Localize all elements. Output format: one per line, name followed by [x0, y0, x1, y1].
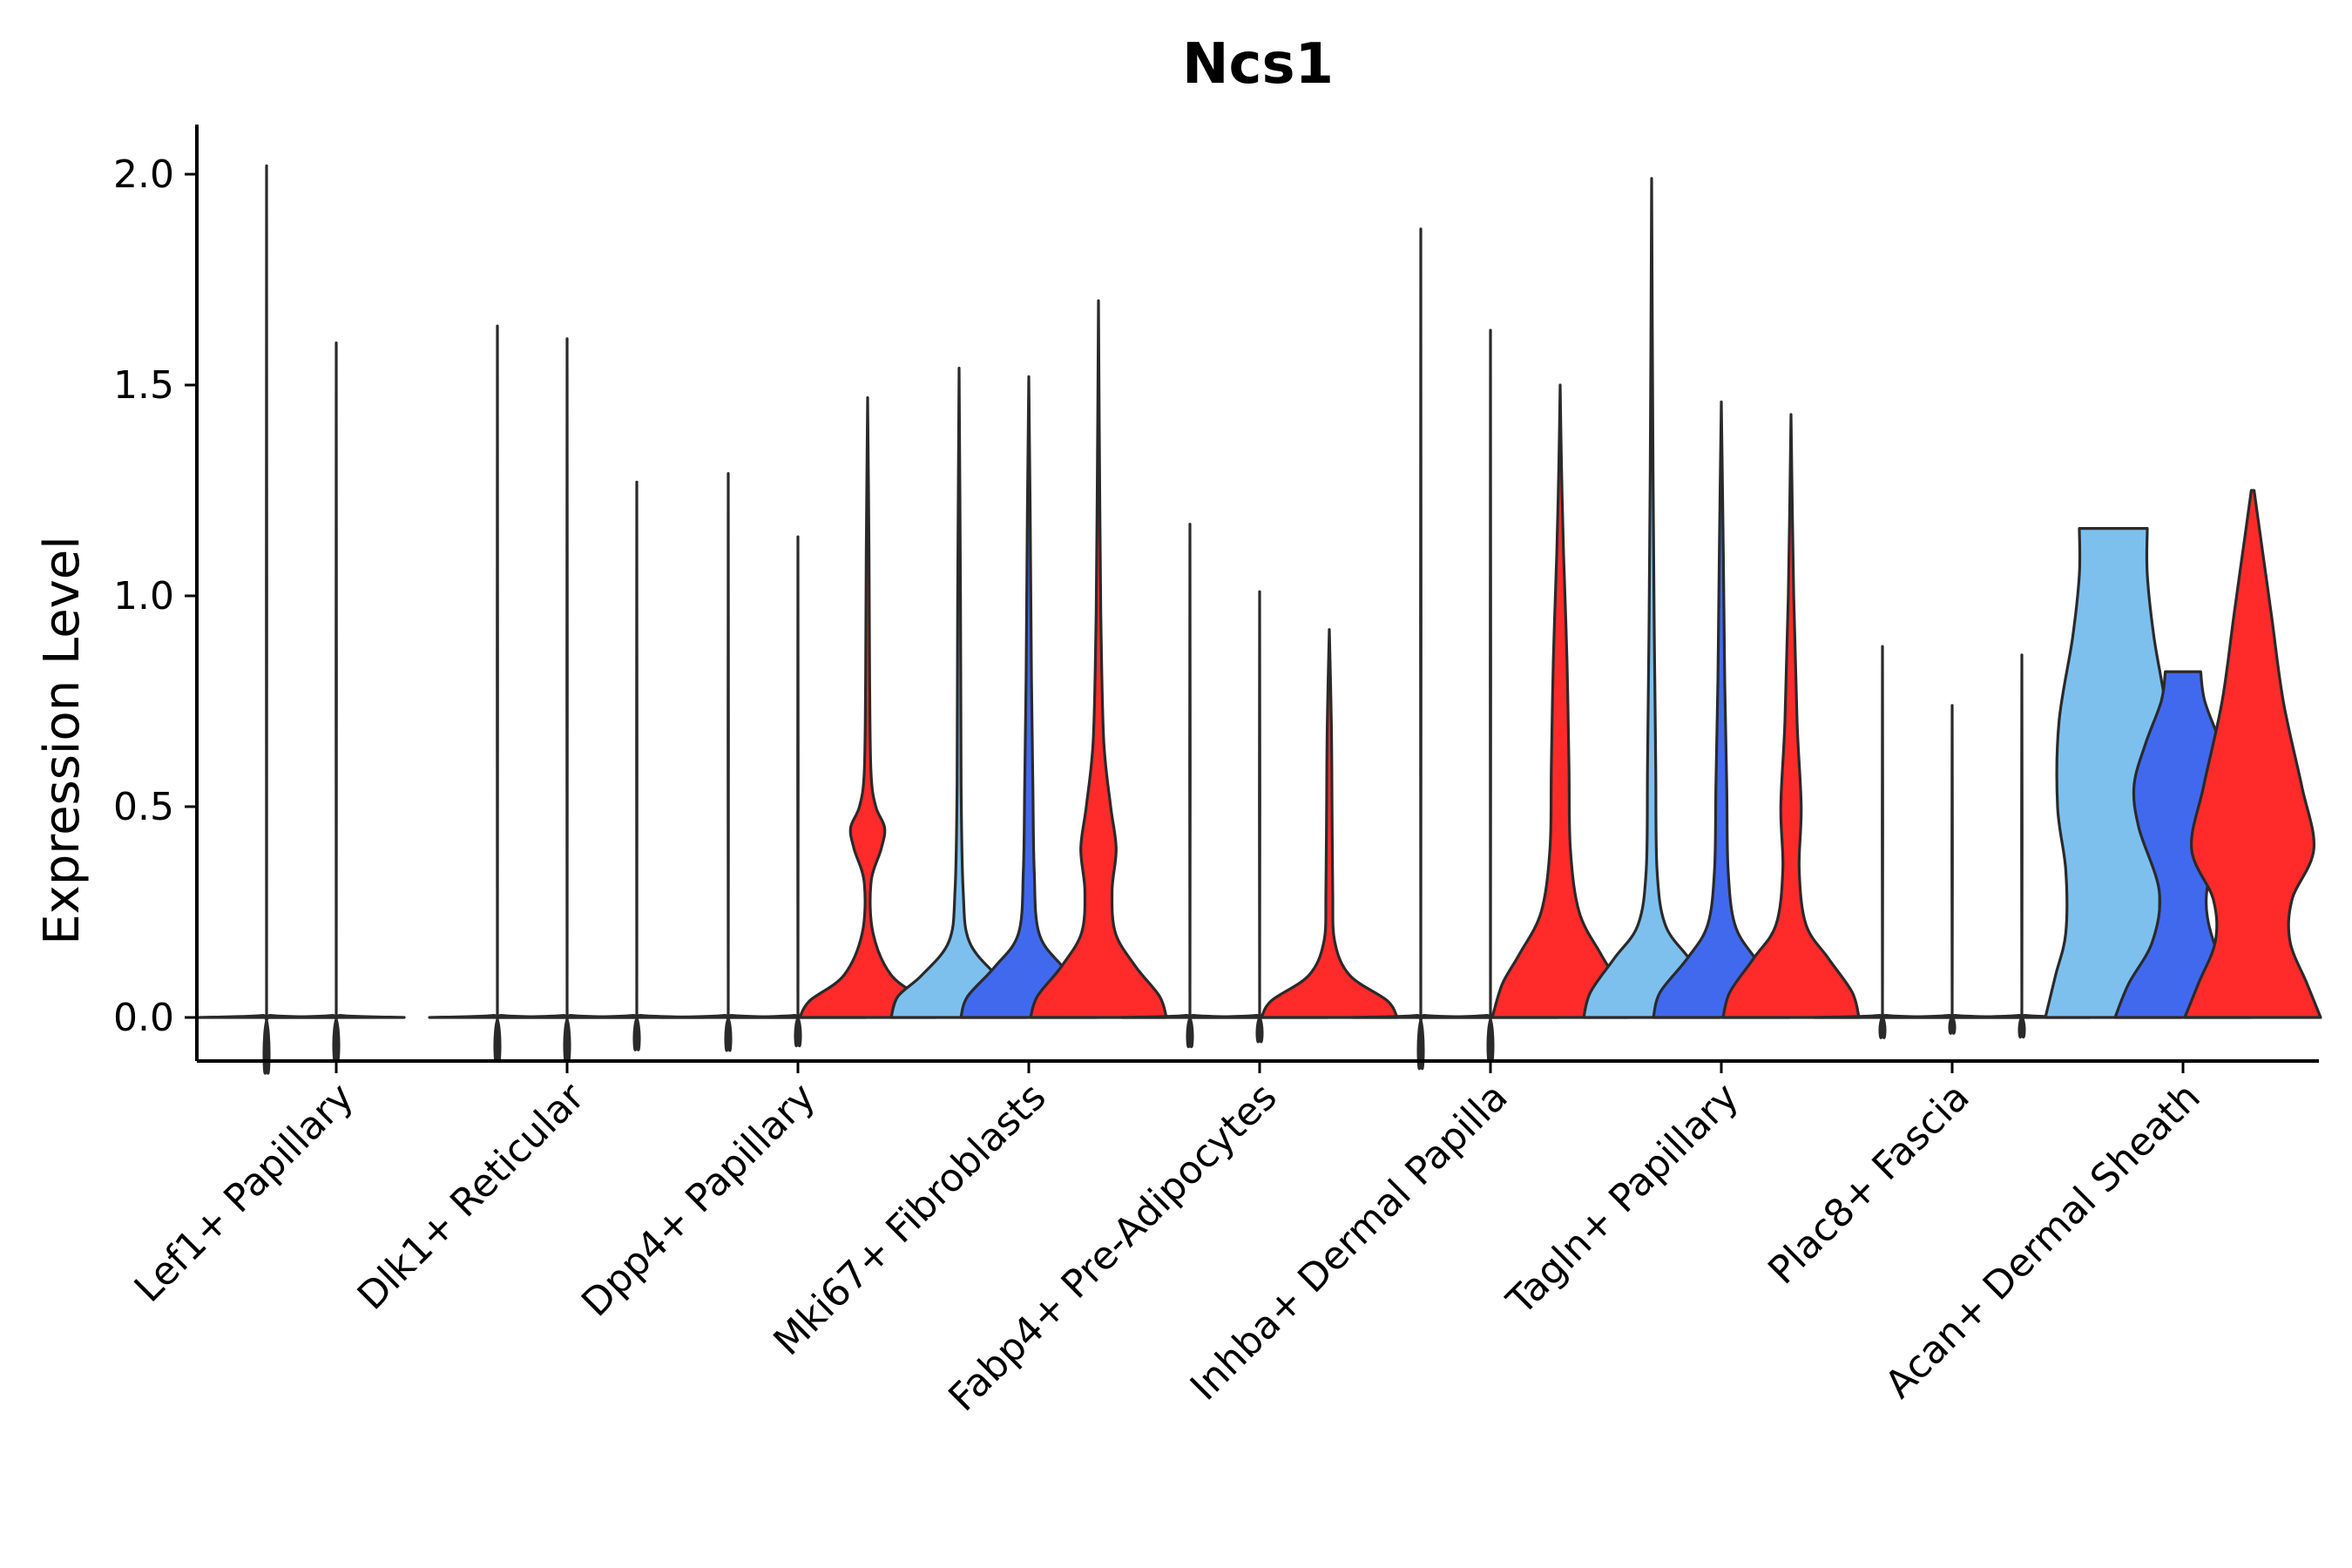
y-axis-label: Expression Level: [34, 536, 91, 945]
violin-group2: [728, 535, 868, 1048]
violin-group2: [267, 341, 406, 1062]
violin-group2: [497, 337, 637, 1063]
violin-group3: [1721, 413, 1861, 1019]
x-tick-label: Plac8+ Fascia: [1760, 1075, 1978, 1294]
violin-group1: [1351, 227, 1490, 1071]
y-tick-label: 2.0: [113, 152, 174, 197]
x-tick-label: Lef1+ Papillary: [126, 1075, 362, 1311]
y-tick-label: 0.0: [113, 996, 174, 1040]
violin-group: [197, 164, 2322, 1075]
violin-group3: [798, 395, 937, 1019]
violin-group2: [1190, 590, 1329, 1044]
violin-group1: [1813, 645, 1952, 1039]
violin-group1: [659, 472, 798, 1052]
violin-group3: [1952, 653, 2092, 1039]
x-tick-label: Tagln+ Papillary: [1498, 1075, 1747, 1324]
violin-group2: [1421, 328, 1560, 1063]
y-tick-label: 0.5: [113, 785, 174, 829]
violin-group3: [1490, 383, 1630, 1019]
violin-group2: [1882, 704, 2022, 1035]
x-tick-label: Dpp4+ Papillary: [573, 1075, 824, 1326]
violin-group2: [1652, 400, 1791, 1019]
violin-group1: [197, 164, 336, 1075]
y-axis-ticks: 0.0 0.5 1.0 1.5 2.0: [113, 152, 197, 1040]
violin-group1: [1120, 523, 1260, 1049]
x-tick-label: Dlk1+ Reticular: [349, 1074, 594, 1319]
y-tick-label: 1.5: [113, 363, 174, 408]
violin-group3: [2183, 489, 2322, 1019]
chart-title: Ncs1: [1182, 32, 1334, 97]
violin-group1: [428, 324, 567, 1064]
violin-group3: [1260, 628, 1399, 1019]
y-tick-label: 1.0: [113, 574, 174, 618]
violin-group3: [1029, 299, 1168, 1019]
violin-group2: [959, 375, 1098, 1019]
violin-group3: [567, 480, 706, 1051]
violin-group1: [1582, 177, 1721, 1019]
violin-group1: [889, 367, 1029, 1019]
